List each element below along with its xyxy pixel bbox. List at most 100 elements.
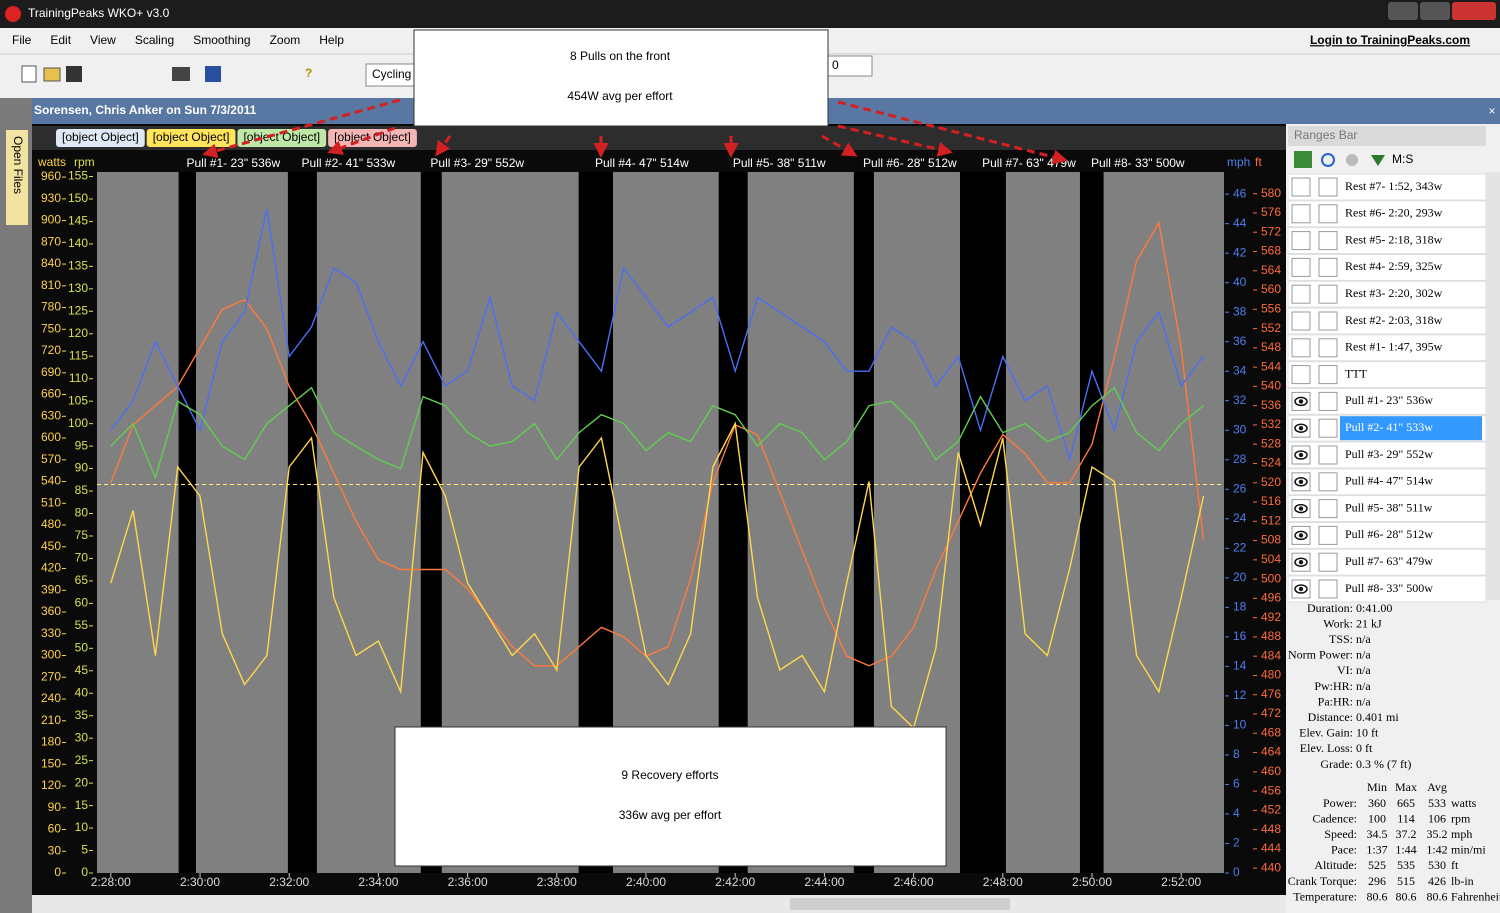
pull-label: Pull #1- 23" 536w: [186, 156, 280, 170]
eye-pupil: [1298, 426, 1304, 431]
range-label[interactable]: Pull #1- 23" 536w: [1345, 393, 1433, 407]
y-tick-label: 135: [68, 259, 88, 273]
range-label[interactable]: Pull #5- 38" 511w: [1345, 500, 1433, 514]
series-line: [110, 421, 1205, 730]
lock-box[interactable]: [1318, 499, 1338, 519]
visibility-box[interactable]: [1291, 177, 1311, 197]
lock-box[interactable]: [1318, 418, 1338, 438]
h-scrollbar[interactable]: [32, 895, 1286, 913]
y-tick-label: 150: [68, 191, 88, 205]
lock-box[interactable]: [1318, 338, 1338, 358]
side-tab[interactable]: [6, 130, 28, 225]
lock-box[interactable]: [1318, 445, 1338, 465]
range-label[interactable]: Rest #3- 2:20, 302w: [1345, 286, 1443, 300]
refresh-icon[interactable]: [1321, 153, 1335, 167]
help-icon[interactable]: ?: [305, 66, 312, 80]
range-label[interactable]: Pull #7- 63" 479w: [1345, 554, 1433, 568]
y-tick-label: 492: [1261, 610, 1281, 624]
login-link[interactable]: Login to TrainingPeaks.com: [1310, 33, 1470, 47]
lock-box[interactable]: [1318, 311, 1338, 331]
stats-label: Altitude:: [1314, 858, 1357, 872]
visibility-box[interactable]: [1291, 338, 1311, 358]
y-tick-label: 36: [1233, 334, 1247, 348]
chart-icon[interactable]: [1294, 151, 1312, 168]
tab[interactable]: [146, 129, 236, 147]
visibility-box[interactable]: [1291, 257, 1311, 277]
y-tick-label: 960: [41, 169, 61, 183]
menu-item[interactable]: Edit: [50, 33, 71, 47]
x-tick-label: 2:40:00: [626, 875, 666, 889]
filter-icon[interactable]: [1371, 155, 1385, 166]
y-tick-label: 690: [41, 365, 61, 379]
y-tick-label: 0: [81, 865, 88, 879]
x-tick-label: 2:36:00: [448, 875, 488, 889]
range-label[interactable]: TTT: [1345, 366, 1368, 380]
range-label[interactable]: Rest #5- 2:18, 318w: [1345, 232, 1443, 246]
range-label[interactable]: Pull #8- 33" 500w: [1345, 581, 1433, 595]
lock-box[interactable]: [1318, 231, 1338, 251]
record-icon[interactable]: [1346, 154, 1358, 166]
new-icon[interactable]: [21, 65, 37, 83]
lock-box[interactable]: [1318, 177, 1338, 197]
range-label[interactable]: Pull #3- 29" 552w: [1345, 447, 1433, 461]
device-icon[interactable]: [205, 66, 221, 82]
tab[interactable]: [328, 129, 417, 147]
summary-value: 10 ft: [1356, 726, 1379, 740]
close-pane[interactable]: ×: [1488, 104, 1495, 118]
lock-box[interactable]: [1318, 525, 1338, 545]
summary-value: n/a: [1356, 632, 1371, 646]
scroll-thumb[interactable]: [790, 898, 1010, 910]
lock-box[interactable]: [1318, 579, 1338, 599]
lock-box[interactable]: [1318, 391, 1338, 411]
range-label[interactable]: Pull #2- 41" 533w: [1345, 420, 1433, 434]
visibility-box[interactable]: [1291, 311, 1311, 331]
range-label[interactable]: Rest #7- 1:52, 343w: [1345, 179, 1443, 193]
ranges-list: Rest #7- 1:52, 343w Rest #6- 2:20, 293w Re…: [1288, 173, 1487, 603]
menu-item[interactable]: File: [12, 33, 32, 47]
stats-cell: 100: [1368, 811, 1386, 825]
v-scrollbar[interactable]: [1486, 172, 1500, 600]
lock-box[interactable]: [1318, 552, 1338, 572]
mode-label: M:S: [1392, 152, 1413, 166]
menu-item[interactable]: View: [90, 33, 116, 47]
print-icon[interactable]: [172, 67, 190, 81]
pull-band: [1079, 172, 1104, 873]
close-button[interactable]: [1452, 2, 1496, 20]
range-label[interactable]: Pull #6- 28" 512w: [1345, 527, 1433, 541]
open-icon[interactable]: [43, 67, 61, 82]
y-tick-label: 456: [1261, 783, 1281, 797]
range-label[interactable]: Rest #1- 1:47, 395w: [1345, 340, 1443, 354]
menu-item[interactable]: Scaling: [135, 33, 174, 47]
axis-title: watts: [37, 155, 66, 169]
range-row[interactable]: [1288, 361, 1487, 389]
visibility-box[interactable]: [1291, 365, 1311, 385]
y-tick-label: 24: [1233, 511, 1247, 525]
annotation-text: 8 Pulls on the front: [570, 49, 671, 63]
stats-label: Power:: [1323, 796, 1357, 810]
y-tick-label: 22: [1233, 540, 1247, 554]
save-icon[interactable]: [66, 66, 82, 82]
range-label[interactable]: Rest #6- 2:20, 293w: [1345, 206, 1443, 220]
menu-item[interactable]: Help: [319, 33, 344, 47]
stats-label: Cadence:: [1312, 811, 1357, 825]
maximize-button[interactable]: [1420, 2, 1450, 20]
lock-box[interactable]: [1318, 284, 1338, 304]
tab[interactable]: [237, 129, 327, 147]
visibility-box[interactable]: [1291, 284, 1311, 304]
menu-item[interactable]: Zoom: [270, 33, 301, 47]
visibility-box[interactable]: [1291, 204, 1311, 224]
lock-box[interactable]: [1318, 204, 1338, 224]
menu-item[interactable]: Smoothing: [193, 33, 250, 47]
lock-box[interactable]: [1318, 472, 1338, 492]
tab[interactable]: [56, 129, 145, 147]
visibility-box[interactable]: [1291, 231, 1311, 251]
minimize-button[interactable]: [1388, 2, 1418, 20]
lock-box[interactable]: [1318, 365, 1338, 385]
range-label[interactable]: Rest #4- 2:59, 325w: [1345, 259, 1443, 273]
y-tick-label: 480: [1261, 668, 1281, 682]
range-label[interactable]: Pull #4- 47" 514w: [1345, 474, 1433, 488]
summary-value: 0.401 mi: [1356, 710, 1399, 724]
lock-box[interactable]: [1318, 257, 1338, 277]
y-tick-label: 568: [1261, 244, 1281, 258]
range-label[interactable]: Rest #2- 2:03, 318w: [1345, 313, 1443, 327]
